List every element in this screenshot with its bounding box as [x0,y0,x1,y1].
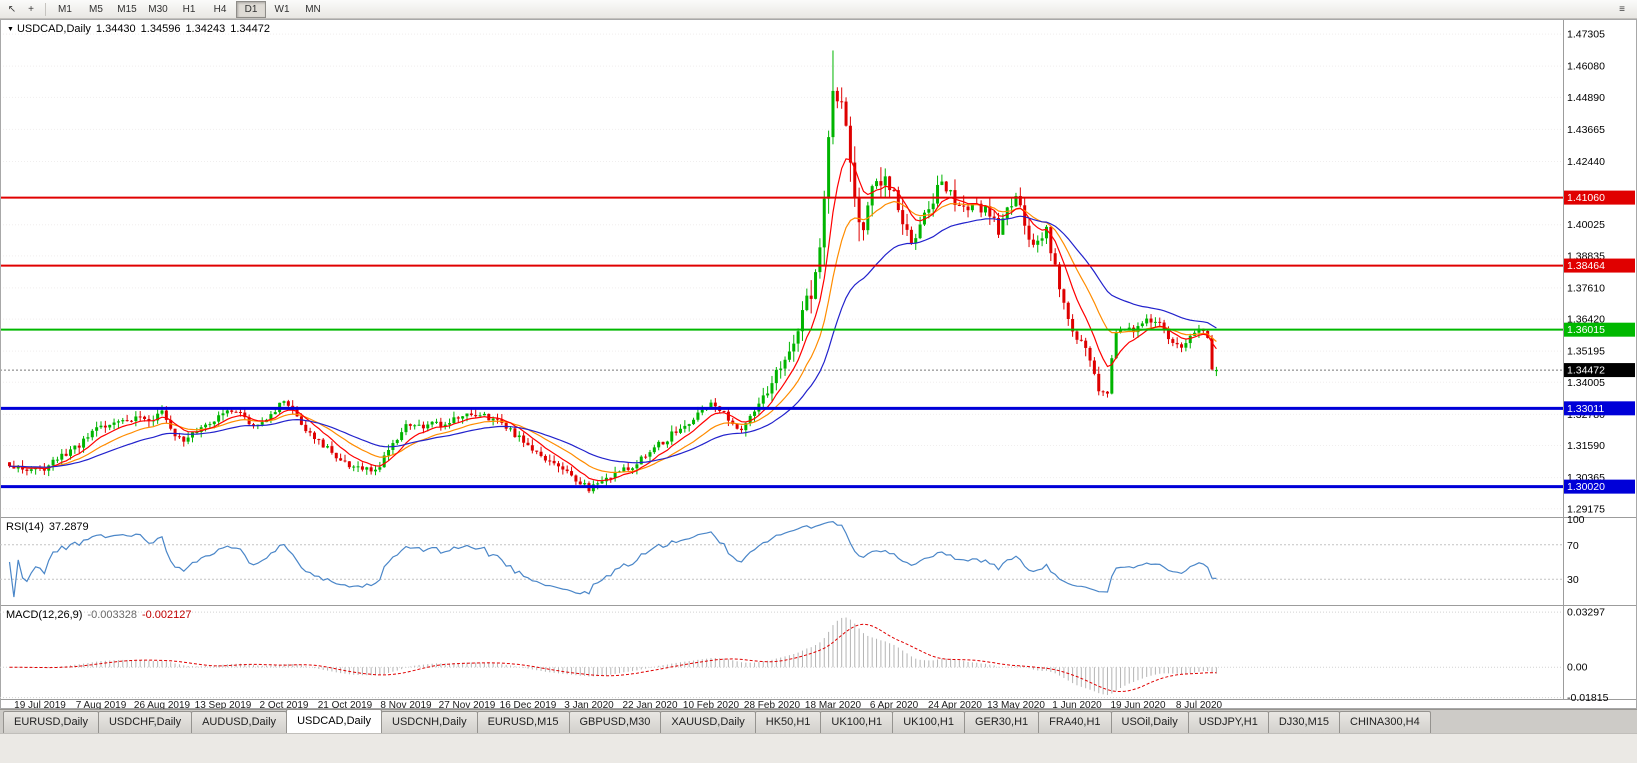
ma-line-ema-fast [9,158,1217,482]
svg-text:16 Dec 2019: 16 Dec 2019 [500,700,557,709]
current-price-badge[interactable]: 1.34472 [1564,363,1635,378]
timeframe-button-h4[interactable]: H4 [213,3,227,15]
timeframe-button-m5[interactable]: M5 [89,3,103,15]
svg-text:1.29175: 1.29175 [1567,503,1605,515]
svg-text:8 Nov 2019: 8 Nov 2019 [380,700,432,709]
svg-text:1.37610: 1.37610 [1567,282,1605,294]
svg-text:21 Oct 2019: 21 Oct 2019 [318,700,373,709]
svg-text:1.34472: 1.34472 [1567,365,1605,377]
svg-text:1.36015: 1.36015 [1567,324,1605,336]
svg-text:1.44890: 1.44890 [1567,92,1605,104]
svg-text:19 Jun 2020: 19 Jun 2020 [1110,700,1165,709]
crosshair-icon[interactable]: + [28,3,34,15]
price-badge-1.38464[interactable]: 1.38464 [1564,258,1635,273]
svg-text:0.03297: 0.03297 [1567,607,1605,619]
svg-text:10 Feb 2020: 10 Feb 2020 [683,700,740,709]
time-axis-labels: 19 Jul 2019 7 Aug 2019 26 Aug 2019 13 Sep 2… [14,700,1222,709]
svg-text:0.00: 0.00 [1567,662,1588,674]
svg-text:1.46080: 1.46080 [1567,61,1605,73]
svg-text:13 May 2020: 13 May 2020 [987,700,1045,709]
svg-text:1.43665: 1.43665 [1567,124,1605,136]
svg-text:-0.01815: -0.01815 [1567,692,1609,704]
price-badge-1.30020[interactable]: 1.30020 [1564,479,1635,494]
svg-text:1.38464: 1.38464 [1567,260,1605,272]
macd-signal-line [9,623,1217,693]
svg-text:13 Sep 2019: 13 Sep 2019 [195,700,252,709]
svg-text:30: 30 [1567,574,1579,586]
chart-window: 1.47305 1.46080 1.44890 1.43665 1.42440 1.400… [0,19,1637,709]
svg-text:7 Aug 2019: 7 Aug 2019 [76,700,127,709]
svg-text:18 Mar 2020: 18 Mar 2020 [805,700,862,709]
candles-layer [8,50,1218,494]
chart-tab-usoil-daily[interactable]: USOil,Daily [1110,711,1189,733]
chart-tab-usdjpy-h1[interactable]: USDJPY,H1 [1187,711,1269,733]
chart-tab-china300-h4[interactable]: CHINA300,H4 [1339,711,1431,733]
svg-text:1.33011: 1.33011 [1567,403,1604,415]
svg-text:3 Jan 2020: 3 Jan 2020 [564,700,614,709]
svg-text:1.34005: 1.34005 [1567,377,1605,389]
svg-text:24 Apr 2020: 24 Apr 2020 [928,700,982,709]
svg-text:27 Nov 2019: 27 Nov 2019 [439,700,496,709]
timeframe-button-h1[interactable]: H1 [182,3,196,15]
svg-text:22 Jan 2020: 22 Jan 2020 [622,700,677,709]
macd-histogram [13,617,1217,696]
timeframe-button-m30[interactable]: M30 [148,3,168,15]
timeframe-button-m15[interactable]: M15 [117,3,137,15]
svg-text:1.41060: 1.41060 [1567,192,1605,204]
chart-tab-usdchf-daily[interactable]: USDCHF,Daily [97,711,193,733]
toolbar-separator [45,2,46,16]
chart-tab-uk100-h1[interactable]: UK100,H1 [892,711,965,733]
ma-line-ema-slow [9,215,1217,468]
chart-tab-xauusd-daily[interactable]: XAUUSD,Daily [660,711,756,733]
chart-tab-usdcad-daily[interactable]: USDCAD,Daily [286,709,383,733]
chart-tab-usdcnh-daily[interactable]: USDCNH,Daily [381,711,478,733]
svg-text:100: 100 [1567,514,1585,526]
chart-canvas[interactable]: 1.47305 1.46080 1.44890 1.43665 1.42440 1.400… [0,19,1637,709]
svg-text:19 Jul 2019: 19 Jul 2019 [14,700,66,709]
cursor-icon[interactable]: ↖ [7,3,17,15]
timeframe-button-mn[interactable]: MN [305,3,321,15]
svg-text:2 Oct 2019: 2 Oct 2019 [260,700,309,709]
svg-text:1.42440: 1.42440 [1567,156,1605,168]
svg-text:1.40025: 1.40025 [1567,219,1605,231]
svg-text:1 Jun 2020: 1 Jun 2020 [1052,700,1102,709]
svg-text:1.31590: 1.31590 [1567,440,1605,452]
chart-tab-fra40-h1[interactable]: FRA40,H1 [1038,711,1112,733]
svg-text:28 Feb 2020: 28 Feb 2020 [744,700,801,709]
svg-text:8 Jul 2020: 8 Jul 2020 [1176,700,1223,709]
chart-tab-eurusd-daily[interactable]: EURUSD,Daily [3,711,99,733]
price-badge-1.33011[interactable]: 1.33011 [1564,401,1635,416]
rsi-line [8,520,1217,598]
chart-tab-uk100-h1[interactable]: UK100,H1 [820,711,894,733]
status-strip [0,733,1637,763]
price-gridlines [0,33,1563,510]
timeframe-buttons: M1 M5 M15 M30 H1 H4 D1 W1 MN [50,0,329,18]
chart-tab-audusd-daily[interactable]: AUDUSD,Daily [191,711,288,733]
chart-tab-dj30-m15[interactable]: DJ30,M15 [1267,711,1340,733]
svg-text:1.36420: 1.36420 [1567,314,1605,326]
svg-text:26 Aug 2019: 26 Aug 2019 [134,700,191,709]
chart-tabs-bar: EURUSD,Daily USDCHF,Daily AUDUSD,Daily USDC… [0,709,1637,733]
svg-text:6 Apr 2020: 6 Apr 2020 [870,700,919,709]
svg-text:1.35195: 1.35195 [1567,346,1605,358]
top-toolbar: ↖ + M1 M5 M15 M30 H1 H4 D1 W1 MN ≡ [0,0,1637,19]
price-badge-1.41060[interactable]: 1.41060 [1564,190,1635,205]
timeframe-button-d1[interactable]: D1 [236,0,266,18]
svg-text:1.30020: 1.30020 [1567,481,1605,493]
timeframe-button-w1[interactable]: W1 [274,3,290,15]
chart-tab-eurusd-m15[interactable]: EURUSD,M15 [476,711,570,733]
chart-tab-hk50-h1[interactable]: HK50,H1 [754,711,822,733]
chart-menu-icon[interactable]: ≡ [1619,3,1625,15]
svg-text:1.47305: 1.47305 [1567,29,1605,41]
price-badge-1.36015[interactable]: 1.36015 [1564,322,1635,337]
timeframe-button-m1[interactable]: M1 [58,3,72,15]
svg-text:70: 70 [1567,540,1579,552]
chart-tab-gbpusd-m30[interactable]: GBPUSD,M30 [568,711,662,733]
chart-tab-ger30-h1[interactable]: GER30,H1 [963,711,1040,733]
